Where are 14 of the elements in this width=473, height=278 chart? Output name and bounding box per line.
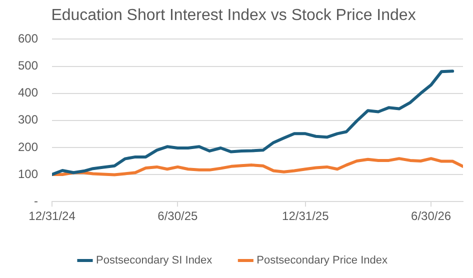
chart-title: Education Short Interest Index vs Stock Price Index [51,7,416,24]
y-tick-label: 300 [18,112,38,127]
x-tick-label: 12/31/25 [282,209,330,224]
x-tick-label: 12/31/24 [28,209,76,224]
y-tick-label: 600 [18,32,38,46]
y-tick-label: 500 [18,58,38,73]
x-tick-label: 6/30/26 [411,209,452,224]
y-tick-label: - [34,194,38,208]
y-tick-label: 400 [18,86,38,100]
legend-label: Postsecondary SI Index [96,254,213,267]
legend-label: Postsecondary Price Index [256,254,388,267]
y-tick-label: 100 [18,166,38,181]
y-tick-label: 200 [18,140,38,154]
x-tick-label: 6/30/25 [158,209,198,224]
